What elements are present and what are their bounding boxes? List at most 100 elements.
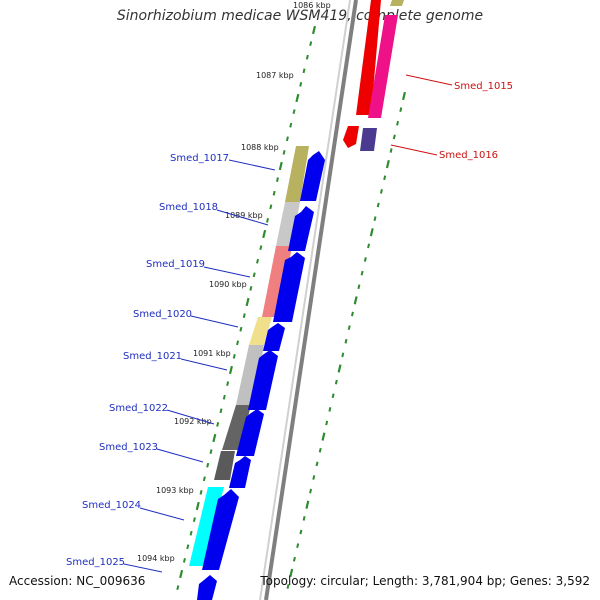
right-tick-mark (292, 556, 296, 562)
gene-label-smed-1024[interactable]: Smed_1024 (82, 500, 141, 511)
right-tick-mark (376, 202, 380, 208)
left-tick-mark (305, 54, 309, 60)
gene-block-smed-1020[interactable] (249, 317, 272, 345)
gene-block-smed-1021[interactable] (236, 345, 264, 405)
leader-smed-1024 (139, 507, 185, 521)
right-tick-mark (389, 148, 393, 153)
topology-summary-text: Topology: circular; Length: 3,781,904 bp… (260, 574, 590, 588)
left-tick-mark (216, 422, 220, 427)
gene-arrow-smed-1021[interactable] (248, 350, 278, 410)
right-tick-mark (325, 420, 329, 426)
gene-bar-pink-top[interactable] (368, 15, 398, 118)
left-tick-mark (242, 313, 246, 318)
left-tick-mark (239, 326, 243, 332)
left-tick-mark (192, 517, 196, 522)
gene-arrow-smed-1023[interactable] (229, 456, 251, 488)
gene-label-smed-1019[interactable]: Smed_1019 (146, 259, 205, 270)
gene-label-smed-1025[interactable]: Smed_1025 (66, 557, 125, 568)
kbp-label: 1093 kbp (156, 486, 194, 495)
kbp-label: 1092 kbp (174, 417, 212, 426)
left-tick-mark (289, 122, 293, 128)
forward-strand-arrows (197, 151, 325, 600)
gene-bar-red-top[interactable] (356, 0, 381, 115)
gene-arrow-smed-1022[interactable] (236, 409, 264, 456)
gene-label-smed-1022[interactable]: Smed_1022 (109, 403, 168, 414)
gene-label-smed-1020[interactable]: Smed_1020 (133, 309, 192, 320)
right-tick-mark (321, 432, 326, 441)
left-tick-mark (249, 286, 253, 291)
gene-block-smed-1017[interactable] (285, 146, 309, 202)
left-tick-mark (311, 25, 317, 35)
left-tick-mark (262, 229, 267, 239)
gene-arrow-purple-small[interactable] (360, 128, 377, 151)
left-tick-mark (285, 136, 289, 142)
right-tick-mark (334, 379, 338, 385)
gene-label-smed-1015[interactable]: Smed_1015 (454, 81, 513, 92)
right-tick-mark (289, 568, 294, 577)
left-tick-mark (222, 394, 226, 400)
label-leader-lines (123, 74, 453, 573)
right-tick-mark (328, 406, 332, 412)
left-tick-mark (209, 449, 213, 454)
backbone-line-inner (259, 0, 351, 600)
right-tick-mark (360, 270, 364, 276)
gene-block-smed-1024[interactable] (189, 487, 224, 566)
gene-block-smed-1022[interactable] (222, 405, 251, 450)
gene-arrow-smed-1019[interactable] (273, 252, 305, 322)
right-tick-mark (309, 488, 313, 494)
right-tick-mark (399, 107, 403, 112)
left-tick-mark (302, 68, 306, 74)
left-tick-mark (182, 558, 186, 563)
leader-smed-1018 (216, 209, 269, 226)
gene-label-smed-1021[interactable]: Smed_1021 (123, 351, 182, 362)
leader-smed-1022 (166, 409, 215, 425)
left-tick-mark (189, 530, 193, 536)
leader-smed-1023 (156, 448, 204, 463)
gene-arrow-smed-1024[interactable] (202, 489, 239, 570)
left-tick-mark (292, 109, 296, 114)
right-tick-mark (363, 257, 367, 262)
left-tick-mark (226, 381, 230, 386)
kbp-label: 1090 kbp (209, 280, 247, 289)
right-tick-mark (396, 120, 400, 126)
leader-smed-1025 (123, 563, 163, 573)
right-tick-mark (353, 296, 358, 305)
right-tick-mark (385, 159, 390, 169)
gene-label-smed-1023[interactable]: Smed_1023 (99, 442, 158, 453)
leader-smed-1020 (190, 315, 239, 328)
gene-bar-olive-top[interactable] (390, 0, 404, 6)
left-tick-mark (219, 408, 223, 414)
gene-arrow-smed-1020[interactable] (263, 323, 285, 351)
gene-label-smed-1017[interactable]: Smed_1017 (170, 153, 229, 164)
left-tick-mark (256, 258, 260, 264)
left-tick-mark (245, 297, 250, 307)
gene-label-smed-1016[interactable]: Smed_1016 (439, 150, 498, 161)
right-tick-mark (305, 500, 310, 509)
right-tick-mark (296, 543, 300, 548)
left-tick-mark (299, 82, 303, 87)
left-tick-mark (309, 41, 313, 46)
left-tick-mark (202, 476, 206, 482)
right-tick-mark (318, 447, 322, 453)
left-tick-mark (228, 365, 233, 375)
kbp-label: 1088 kbp (241, 143, 279, 152)
gene-arrow-red-small[interactable] (343, 126, 359, 148)
kbp-label: 1089 kbp (225, 211, 263, 220)
backbone-line-outer (264, 0, 358, 600)
left-tick-mark (269, 204, 273, 210)
left-tick-mark (259, 245, 263, 250)
gene-block-smed-1023[interactable] (214, 451, 235, 480)
left-tick-mark (252, 272, 256, 278)
gene-arrow-smed-1025[interactable] (197, 575, 217, 600)
gene-label-smed-1018[interactable]: Smed_1018 (159, 202, 218, 213)
gene-arrow-smed-1018[interactable] (288, 206, 314, 251)
right-tick-mark (315, 461, 319, 467)
left-tick-mark (206, 462, 210, 468)
gene-name-labels: Smed_1017 Smed_1018 Smed_1019 Smed_1020 … (66, 81, 513, 568)
left-tick-mark (176, 585, 180, 590)
right-tick-mark (392, 134, 396, 140)
left-tick-mark (295, 93, 300, 103)
gene-arrow-smed-1017[interactable] (300, 151, 325, 201)
kbp-label: 1086 kbp (293, 1, 331, 10)
leader-smed-1021 (180, 358, 228, 371)
